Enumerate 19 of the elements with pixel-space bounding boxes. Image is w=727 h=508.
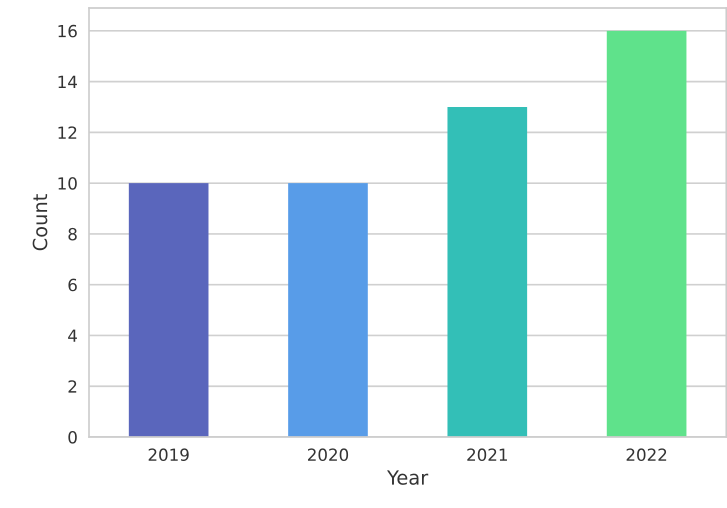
y-tick-label: 16 — [58, 24, 77, 38]
y-tick-label: 2 — [68, 380, 76, 393]
x-tick-label: 2019 — [148, 448, 189, 462]
y-axis-title: Count — [32, 194, 48, 250]
y-tick-label: 4 — [68, 330, 77, 342]
bar — [606, 30, 686, 437]
x-tick-label: 2020 — [308, 448, 348, 462]
y-tick-label: 6 — [68, 278, 77, 292]
bar — [288, 183, 368, 437]
y-tick-label: 8 — [68, 228, 77, 240]
bar — [128, 183, 208, 437]
x-tick-label: 2022 — [626, 448, 666, 462]
y-tick-label: 10 — [58, 177, 77, 190]
y-tick-label: 14 — [58, 76, 77, 88]
x-axis-title: Year — [387, 470, 428, 485]
y-tick-label: 12 — [58, 126, 76, 139]
y-tick-label: 0 — [68, 430, 77, 444]
bar — [447, 107, 528, 437]
x-tick-label: 2021 — [467, 448, 507, 462]
